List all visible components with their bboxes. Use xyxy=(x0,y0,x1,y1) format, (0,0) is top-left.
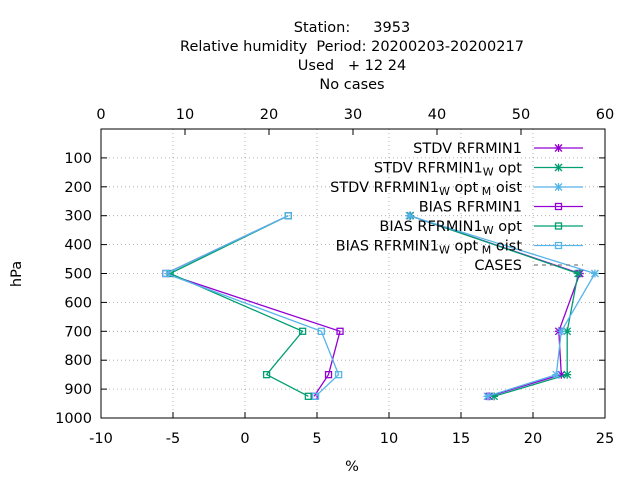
data-point xyxy=(334,370,343,379)
y-tick-label: 600 xyxy=(64,295,92,311)
data-point xyxy=(554,222,563,230)
x2-tick-label: 20 xyxy=(260,107,278,123)
legend-entry-3: STDV RFRMIN1W opt M oist xyxy=(330,180,583,198)
data-point xyxy=(574,269,583,278)
data-point xyxy=(554,183,563,191)
data-point xyxy=(554,163,563,172)
data-point xyxy=(590,269,599,278)
x2-tick-label: 40 xyxy=(428,107,446,123)
y-tick-label: 1000 xyxy=(55,411,92,427)
y-tick-label: 500 xyxy=(64,267,92,283)
data-point xyxy=(262,370,271,379)
legend-label: STDV RFRMIN1W opt xyxy=(374,161,522,179)
legend-entry-6: BIAS RFRMIN1W opt M oist xyxy=(336,239,583,257)
data-point xyxy=(554,144,563,152)
x-tick-label: 5 xyxy=(312,431,321,447)
series-line xyxy=(164,215,340,397)
title-line-3: Used + 12 24 xyxy=(298,58,406,74)
y-tick-label: 900 xyxy=(64,382,92,398)
data-point xyxy=(317,327,325,335)
x-tick-label: 25 xyxy=(596,431,614,447)
legend-label: CASES xyxy=(474,258,522,274)
legend-label: STDV RFRMIN1W opt M oist xyxy=(330,180,522,198)
x-tick-label: 0 xyxy=(240,431,249,447)
legend-label: BIAS RFRMIN1W opt xyxy=(379,219,522,237)
x-tick-label: 20 xyxy=(524,431,542,447)
x2-tick-label: 10 xyxy=(176,107,194,123)
data-point xyxy=(405,211,414,220)
legend-entry-2: STDV RFRMIN1W opt xyxy=(374,161,583,179)
y-tick-label: 300 xyxy=(64,209,92,225)
x2-tick-label: 50 xyxy=(512,107,530,123)
data-point xyxy=(554,202,563,211)
title-line-2: Relative humidity Period: 20200203-20200… xyxy=(180,39,524,55)
data-point xyxy=(557,327,566,336)
title-line-1: Station: 3953 xyxy=(294,20,410,36)
y-tick-label: 700 xyxy=(64,324,92,340)
title-line-4: No cases xyxy=(319,77,384,93)
legend-label: BIAS RFRMIN1W opt M oist xyxy=(336,239,523,257)
x-tick-label: 10 xyxy=(380,431,398,447)
legend-entry-4: BIAS RFRMIN1 xyxy=(419,200,583,216)
x2-tick-label: 60 xyxy=(596,107,614,123)
data-point xyxy=(563,327,572,336)
x-axis-label: % xyxy=(345,459,359,475)
data-point xyxy=(336,327,344,335)
data-point xyxy=(298,327,307,335)
x2-tick-label: 30 xyxy=(344,107,362,123)
grid xyxy=(101,129,605,418)
legend-entry-1: STDV RFRMIN1 xyxy=(413,141,583,157)
series-line xyxy=(168,215,309,397)
data-point xyxy=(324,370,333,379)
x2-tick-label: 0 xyxy=(96,107,105,123)
axes: -10 -5 0 5 10 15 20 25 0 10 20 30 40 50 60 100 200 300 400… xyxy=(55,107,614,447)
legend-label: STDV RFRMIN1 xyxy=(413,141,522,157)
series-6 xyxy=(162,212,343,400)
x-tick-label: -10 xyxy=(89,431,113,447)
legend-entry-5: BIAS RFRMIN1W opt xyxy=(379,219,583,237)
data-point xyxy=(554,241,563,250)
y-tick-label: 100 xyxy=(64,151,92,167)
y-axis-label: hPa xyxy=(9,261,25,287)
data-point xyxy=(284,212,292,220)
y-tick-label: 400 xyxy=(64,238,92,254)
data-point xyxy=(311,392,320,400)
series-3 xyxy=(405,211,599,401)
legend-label: BIAS RFRMIN1 xyxy=(419,200,522,216)
y-tick-label: 200 xyxy=(64,180,92,196)
data-point xyxy=(304,392,313,400)
series-5 xyxy=(166,212,313,400)
x-tick-label: -5 xyxy=(166,431,180,447)
legend-entry-7: CASES xyxy=(474,258,583,274)
data-point xyxy=(552,370,561,379)
x-tick-label: 15 xyxy=(452,431,470,447)
data-point xyxy=(483,392,492,401)
series-layer xyxy=(162,211,599,401)
chart-title: Station: 3953 Relative humidity Period: … xyxy=(180,20,524,93)
y-tick-label: 800 xyxy=(64,353,92,369)
data-point xyxy=(162,269,170,278)
data-point xyxy=(563,370,572,379)
